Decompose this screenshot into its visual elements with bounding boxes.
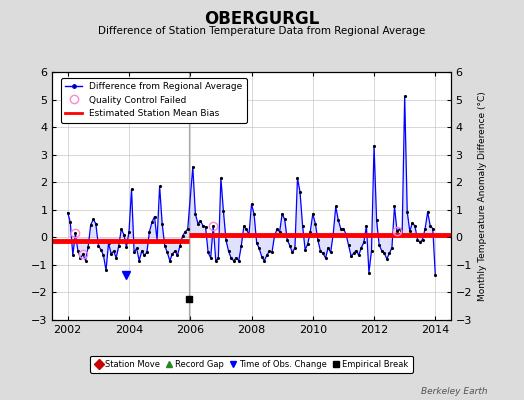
Text: OBERGURGL: OBERGURGL: [204, 10, 320, 28]
Text: Berkeley Earth: Berkeley Earth: [421, 387, 487, 396]
Legend: Station Move, Record Gap, Time of Obs. Change, Empirical Break: Station Move, Record Gap, Time of Obs. C…: [91, 356, 412, 373]
Y-axis label: Monthly Temperature Anomaly Difference (°C): Monthly Temperature Anomaly Difference (…: [477, 91, 487, 301]
Text: Difference of Station Temperature Data from Regional Average: Difference of Station Temperature Data f…: [99, 26, 425, 36]
